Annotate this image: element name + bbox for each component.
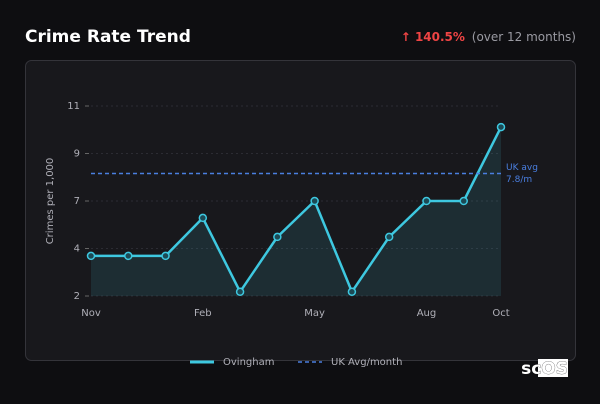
x-tick-label: Nov — [81, 308, 101, 319]
logo-box — [538, 359, 568, 377]
x-tick-label: Oct — [492, 308, 509, 319]
point — [124, 251, 133, 261]
point — [422, 196, 431, 206]
y-tick-label: 4 — [74, 244, 80, 255]
point — [459, 196, 468, 206]
x-tick-label: Feb — [194, 308, 212, 319]
x-tick-label: May — [304, 308, 325, 319]
point — [161, 251, 170, 261]
legend-label: UK Avg/month — [331, 357, 402, 368]
point — [384, 232, 394, 242]
y-tick-label: 7 — [74, 196, 80, 207]
chart-card — [25, 60, 576, 361]
y-tick-label: 9 — [74, 149, 80, 160]
change-period: (over 12 months) — [472, 30, 576, 44]
point — [273, 232, 282, 242]
point — [235, 287, 245, 297]
point — [347, 287, 357, 297]
y-axis-label: Crimes per 1,000 — [45, 158, 56, 245]
area — [91, 127, 501, 296]
chart-title: Crime Rate Trend — [25, 27, 191, 47]
point — [86, 251, 96, 261]
point — [198, 213, 208, 223]
x-tick-label: Aug — [417, 308, 437, 319]
reference-label: UK avg — [506, 163, 538, 173]
change-value: ↑ 140.5% — [401, 30, 465, 44]
change-summary: ↑ 140.5% (over 12 months) — [401, 30, 576, 44]
point — [496, 122, 506, 132]
line — [91, 126, 503, 294]
legend-label: Ovingham — [223, 357, 274, 368]
reference-value-label: 7.8/m — [506, 175, 532, 185]
point — [310, 196, 319, 206]
legend: Ovingham UK Avg/month — [190, 357, 402, 368]
y-tick-label: 11 — [67, 101, 80, 112]
logo: scOS — [521, 359, 568, 379]
y-tick-label: 2 — [74, 291, 80, 302]
